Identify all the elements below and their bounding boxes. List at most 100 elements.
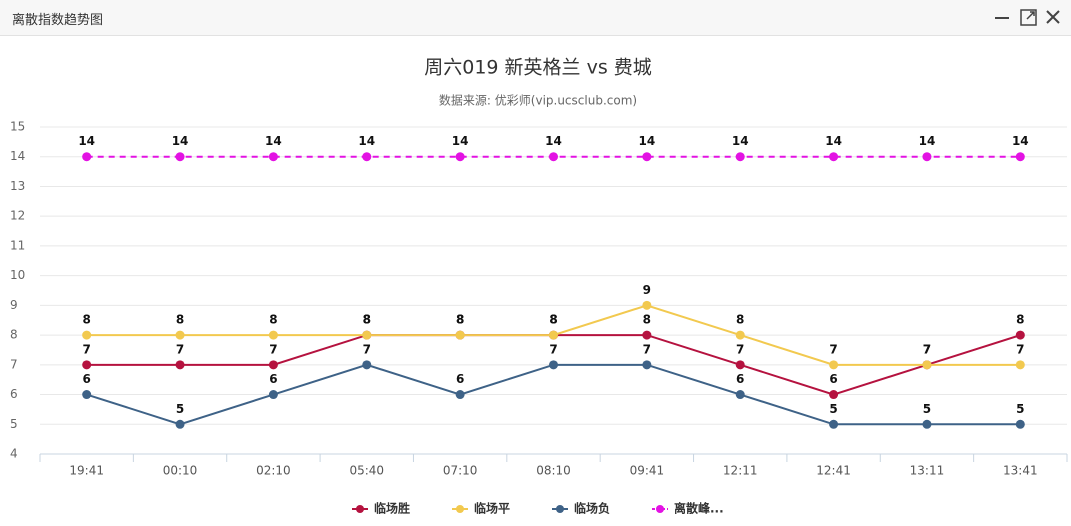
point (362, 330, 372, 340)
data-label: 7 (363, 342, 371, 356)
close-button[interactable] (1046, 10, 1060, 24)
point (175, 152, 185, 162)
window-controls (995, 9, 1060, 26)
legend-label: 临场平 (474, 501, 510, 516)
point (82, 330, 92, 340)
data-label: 8 (456, 313, 464, 327)
data-label: 5 (176, 402, 184, 416)
y-tick-label: 11 (10, 238, 25, 252)
data-label: 8 (456, 313, 464, 327)
data-label: 14 (265, 134, 282, 148)
point (268, 330, 278, 340)
y-tick-label: 13 (10, 179, 25, 193)
chart-subtitle: 数据来源: 优彩师(vip.ucsclub.com) (439, 93, 637, 108)
y-tick-label: 5 (10, 417, 18, 431)
data-label: 14 (825, 134, 842, 148)
data-label: 8 (549, 313, 557, 327)
y-tick-label: 4 (10, 447, 18, 461)
point (549, 360, 558, 370)
x-tick-label: 19:41 (69, 464, 104, 478)
data-label: 6 (83, 372, 91, 386)
y-tick-label: 9 (10, 298, 18, 312)
legend-marker (456, 505, 464, 513)
point (82, 390, 92, 400)
point (82, 360, 92, 370)
y-tick-label: 8 (10, 328, 18, 342)
point (829, 360, 839, 370)
point (175, 419, 185, 429)
legend-label: 离散峰... (674, 501, 724, 516)
data-label: 8 (269, 313, 277, 327)
x-tick-label: 00:10 (163, 464, 198, 478)
y-tick-label: 12 (10, 209, 25, 223)
data-label: 7 (736, 342, 744, 356)
data-label: 9 (643, 283, 651, 297)
point (175, 360, 185, 370)
point (735, 330, 745, 340)
point (549, 152, 558, 162)
data-label: 7 (923, 342, 931, 356)
point (455, 330, 465, 340)
point (268, 152, 278, 162)
data-label: 8 (1016, 313, 1024, 327)
legend-label: 临场胜 (374, 501, 410, 516)
data-label: 5 (829, 402, 837, 416)
data-label: 7 (829, 342, 837, 356)
data-label: 8 (83, 313, 91, 327)
data-label: 6 (829, 372, 837, 386)
data-label: 14 (545, 134, 562, 148)
point (922, 419, 932, 429)
legend-marker (356, 505, 364, 513)
data-label: 8 (736, 313, 744, 327)
point (922, 152, 932, 162)
x-tick-label: 02:10 (256, 464, 291, 478)
y-tick-label: 7 (10, 357, 18, 371)
data-label: 8 (643, 313, 651, 327)
x-tick-label: 13:41 (1003, 464, 1038, 478)
data-label: 14 (732, 134, 749, 148)
point (829, 419, 839, 429)
point (1015, 330, 1025, 340)
data-label: 7 (176, 342, 184, 356)
point (455, 390, 465, 400)
window-title: 离散指数趋势图 (12, 13, 104, 28)
data-label: 14 (358, 134, 375, 148)
point (455, 152, 465, 162)
data-label: 8 (549, 313, 557, 327)
data-label: 14 (78, 134, 95, 148)
data-label: 5 (923, 402, 931, 416)
point (268, 390, 278, 400)
chart: 周六019 新英格兰 vs 费城 数据来源: 优彩师(vip.ucsclub.c… (10, 57, 1068, 516)
point (175, 330, 185, 340)
data-label: 7 (1016, 342, 1024, 356)
x-tick-label: 13:11 (910, 464, 945, 478)
point (735, 152, 745, 162)
data-label: 6 (269, 372, 277, 386)
window-header: 离散指数趋势图 (0, 0, 1071, 36)
y-tick-label: 15 (10, 120, 25, 134)
data-label: 14 (1012, 134, 1029, 148)
point (735, 360, 745, 370)
x-tick-label: 07:10 (443, 464, 478, 478)
y-tick-label: 10 (10, 268, 25, 282)
x-tick-label: 12:41 (816, 464, 851, 478)
point (642, 360, 652, 370)
point (922, 360, 932, 370)
data-label: 7 (83, 342, 91, 356)
legend-label: 临场负 (574, 501, 610, 516)
data-label: 6 (456, 372, 464, 386)
x-tick-label: 05:40 (349, 464, 384, 478)
point (549, 330, 558, 340)
data-label: 8 (176, 313, 184, 327)
x-tick-label: 08:10 (536, 464, 571, 478)
data-label: 8 (363, 313, 371, 327)
point (1015, 360, 1025, 370)
point (642, 330, 652, 340)
data-label: 7 (269, 342, 277, 356)
point (735, 390, 745, 400)
point (362, 152, 372, 162)
legend-marker (656, 505, 664, 513)
maximize-button[interactable] (1020, 9, 1037, 26)
point (362, 360, 372, 370)
y-tick-label: 14 (10, 149, 25, 163)
